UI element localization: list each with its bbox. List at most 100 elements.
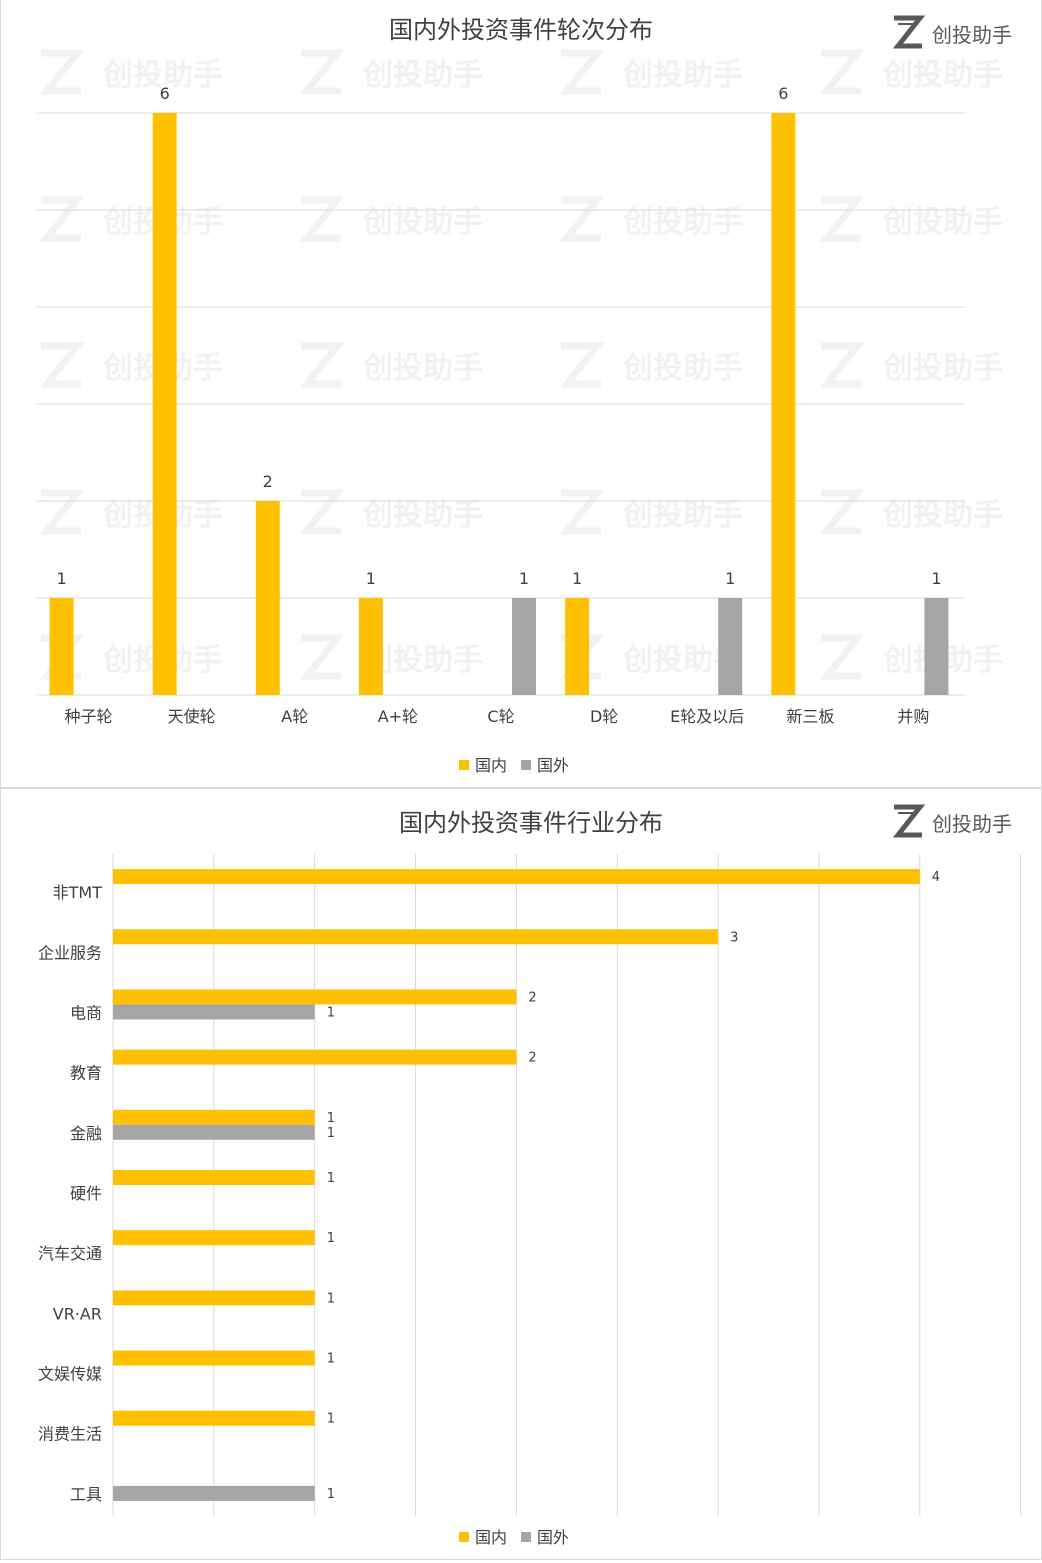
bar-domestic: [113, 1350, 315, 1366]
watermark-text: 创投助手: [882, 498, 1003, 533]
watermark-z-icon: [39, 196, 85, 242]
legend: 国内 国外: [459, 756, 569, 775]
category-tick-label: 天使轮: [168, 707, 216, 726]
data-label: 2: [528, 1051, 536, 1066]
watermark-z-icon: [559, 489, 605, 535]
watermark-z-icon: [39, 489, 85, 535]
watermark-text: 创投助手: [622, 351, 743, 386]
legend-swatch-domestic: [459, 1532, 469, 1542]
category-tick-label: A轮: [281, 707, 308, 726]
data-label: 1: [327, 1412, 335, 1427]
data-label: 1: [572, 569, 582, 588]
bar-foreign: [512, 598, 536, 695]
category-axis: 种子轮 天使轮 A轮 A+轮 C轮 D轮 E轮及以后 新三板 并购: [65, 707, 930, 726]
watermark: 创投助手: [299, 634, 483, 680]
logo-z-icon: [892, 804, 926, 838]
data-label: 2: [263, 472, 273, 491]
watermark: 创投助手: [819, 342, 1003, 388]
watermark: 创投助手: [39, 196, 223, 242]
watermark: 创投助手: [299, 489, 483, 535]
category-tick-label: 文娱传媒: [38, 1365, 102, 1384]
data-label: 1: [519, 569, 529, 588]
category-tick-label: VR·AR: [53, 1304, 102, 1323]
watermark-text: 创投助手: [882, 351, 1003, 386]
bar-domestic: [113, 1049, 517, 1065]
data-label: 1: [56, 569, 66, 588]
watermark-z-icon: [39, 342, 85, 388]
data-label: 1: [327, 1487, 335, 1502]
logo-z-icon: [892, 15, 926, 49]
watermark-z-icon: [819, 196, 865, 242]
watermark: 创投助手: [819, 634, 1003, 680]
data-label: 1: [327, 1126, 335, 1141]
bar-foreign: [113, 1485, 315, 1501]
gridlines: [37, 112, 965, 696]
watermark: 创投助手: [559, 489, 743, 535]
brand-logo: 创投助手: [892, 804, 1012, 838]
category-tick-label: E轮及以后: [670, 707, 744, 726]
bar-foreign: [113, 1124, 315, 1140]
watermark: 创投助手: [559, 196, 743, 242]
watermark-text: 创投助手: [102, 58, 223, 93]
bar-domestic: [565, 598, 590, 695]
legend-label-foreign: 国外: [537, 756, 569, 775]
legend-label-domestic: 国内: [475, 1528, 507, 1547]
data-label: 6: [778, 84, 788, 103]
bar-domestic: [49, 598, 74, 695]
watermark-z-icon: [299, 49, 345, 95]
bar-domestic: [113, 1170, 315, 1185]
watermark-text: 创投助手: [882, 58, 1003, 93]
bar-domestic: [113, 1290, 315, 1306]
bar-domestic: [113, 929, 719, 945]
brand-logo: 创投助手: [892, 15, 1012, 49]
legend-swatch-foreign: [521, 1532, 531, 1542]
watermark-text: 创投助手: [622, 205, 743, 240]
logo-text: 创投助手: [932, 23, 1012, 47]
watermark-z-icon: [819, 634, 865, 680]
watermark-text: 创投助手: [362, 205, 483, 240]
watermark-z-icon: [299, 634, 345, 680]
bar-foreign: [113, 1004, 315, 1020]
category-tick-label: 非TMT: [53, 883, 103, 902]
watermark: 创投助手: [299, 196, 483, 242]
watermark: 创投助手: [819, 489, 1003, 535]
watermark-z-icon: [299, 196, 345, 242]
category-tick-label: 工具: [70, 1485, 102, 1504]
watermark: 创投助手: [39, 489, 223, 535]
bars: [113, 869, 920, 1501]
legend: 国内 国外: [459, 1528, 569, 1547]
category-tick-label: 金融: [70, 1124, 102, 1143]
watermark-text: 创投助手: [362, 498, 483, 533]
watermark: 创投助手: [39, 342, 223, 388]
chart-title: 国内外投资事件轮次分布: [389, 16, 653, 44]
bar-domestic: [113, 869, 920, 885]
data-label: 2: [528, 990, 536, 1005]
watermark: 创投助手: [299, 342, 483, 388]
watermark-text: 创投助手: [362, 58, 483, 93]
watermark-text: 创投助手: [362, 351, 483, 386]
bar-domestic: [255, 501, 280, 695]
watermark-z-icon: [299, 342, 345, 388]
category-tick-label: 新三板: [786, 707, 834, 726]
bar-domestic: [113, 1410, 315, 1426]
bar-domestic: [113, 989, 517, 1005]
watermark-z-icon: [559, 342, 605, 388]
watermark-text: 创投助手: [622, 58, 743, 93]
watermark-text: 创投助手: [622, 498, 743, 533]
watermark: 创投助手: [39, 49, 223, 95]
watermark-z-icon: [819, 49, 865, 95]
bar-domestic: [113, 1109, 315, 1125]
watermark-z-icon: [39, 49, 85, 95]
bar-domestic: [113, 1230, 315, 1246]
bar-foreign: [924, 598, 949, 695]
bar-domestic: [152, 113, 177, 695]
bar-domestic: [358, 598, 383, 695]
chart-title: 国内外投资事件行业分布: [399, 809, 663, 837]
